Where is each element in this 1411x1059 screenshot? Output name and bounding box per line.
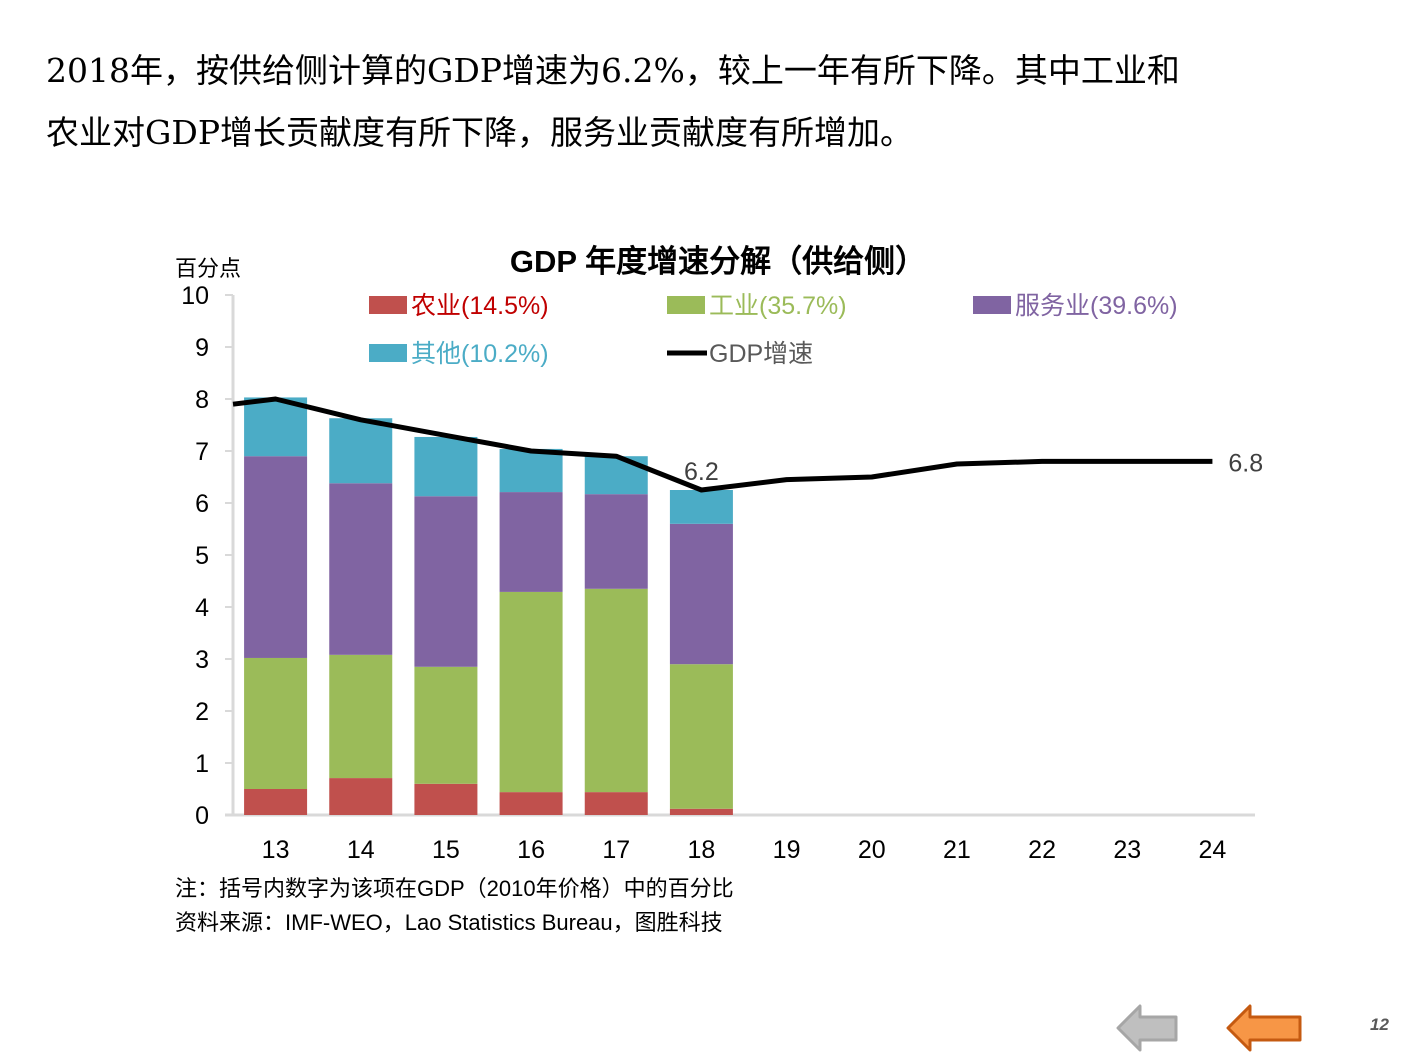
annotations: 6.2 6.8: [684, 449, 1263, 486]
bar-segment: [414, 496, 478, 667]
x-tick-label: 23: [1113, 836, 1141, 864]
legend-label: 服务业(39.6%): [1015, 292, 1178, 320]
bar-segment: [584, 588, 648, 793]
bar-segment: [329, 483, 393, 655]
source-text: 资料来源：IMF-WEO，Lao Statistics Bureau，图胜科技: [175, 910, 723, 935]
legend-swatch: [973, 296, 1011, 314]
bar-segment: [669, 664, 733, 809]
bar-segment: [329, 654, 393, 779]
x-tick-label: 18: [688, 836, 716, 864]
bar-segment: [669, 523, 733, 665]
chart-title: GDP 年度增速分解（供给侧）: [510, 244, 926, 279]
bar-segment: [244, 456, 308, 658]
data-label: 6.8: [1228, 449, 1263, 477]
legend-swatch: [667, 296, 705, 314]
note-text: 注：括号内数字为该项在GDP（2010年价格）中的百分比: [175, 876, 734, 901]
x-tick-label: 24: [1199, 836, 1227, 864]
bar-segment: [584, 456, 648, 495]
legend: 农业(14.5%) 工业(35.7%) 服务业(39.6%) 其他(10.2%) GDP…: [369, 292, 1178, 368]
legend-label: GDP增速: [709, 340, 813, 368]
bar-segment: [499, 591, 563, 793]
legend-label: 工业(35.7%): [709, 292, 847, 320]
bar-segment: [584, 494, 648, 589]
bar-segment: [499, 448, 563, 493]
bar-segment: [329, 778, 393, 815]
x-tick-label: 16: [517, 836, 545, 864]
x-tick-label: 17: [602, 836, 630, 864]
bar-segment: [669, 490, 733, 524]
x-tick-label: 14: [347, 836, 375, 864]
bar-segment: [414, 436, 478, 497]
bar-segment: [414, 783, 478, 815]
y-tick-label: 5: [195, 542, 209, 570]
y-tick-label: 4: [195, 594, 209, 622]
bar-segment: [584, 792, 648, 815]
y-tick-label: 8: [195, 386, 209, 414]
legend-swatch: [369, 296, 407, 314]
gdp-growth-line: [232, 396, 1213, 493]
page-number: 12: [1370, 1015, 1389, 1034]
data-label: 6.2: [684, 458, 719, 486]
legend-swatch: [369, 344, 407, 362]
legend-label: 其他(10.2%): [411, 340, 549, 368]
bar-segment: [244, 397, 308, 457]
bar-segment: [244, 657, 308, 789]
x-tick-label: 20: [858, 836, 886, 864]
x-tick-label: 13: [262, 836, 290, 864]
y-tick-label: 0: [195, 802, 209, 830]
x-tick-label: 22: [1028, 836, 1056, 864]
bar-segment: [499, 792, 563, 815]
bar-segment: [329, 418, 393, 484]
x-tick-label: 21: [943, 836, 971, 864]
bar-segment: [244, 789, 308, 815]
bar-segment: [669, 808, 733, 815]
x-tick-label: 15: [432, 836, 460, 864]
x-tick-label: 19: [773, 836, 801, 864]
chart-notes: 注：括号内数字为该项在GDP（2010年价格）中的百分比 资料来源：IMF-WE…: [175, 872, 734, 940]
bars: [244, 397, 733, 815]
y-tick-label: 1: [195, 750, 209, 778]
arrow-left-orange-icon: [1226, 1004, 1302, 1052]
y-tick-label: 3: [195, 646, 209, 674]
y-tick-label: 10: [181, 282, 209, 310]
bar-segment: [414, 666, 478, 784]
y-tick-label: 7: [195, 438, 209, 466]
prev-slide-button[interactable]: [1114, 1002, 1180, 1059]
headline-line-2: 农业对GDP增长贡献度有所下降，服务业贡献度有所增加。: [46, 113, 914, 152]
next-slide-button[interactable]: [1224, 1002, 1304, 1059]
headline-line-1: 2018年，按供给侧计算的GDP增速为6.2%，较上一年有所下降。其中工业和: [46, 51, 1180, 90]
y-axis-label: 百分点: [175, 256, 241, 281]
gdp-line-layer: [232, 396, 1213, 493]
headline: 2018年，按供给侧计算的GDP增速为6.2%，较上一年有所下降。其中工业和 农…: [46, 40, 1376, 164]
bar-segment: [499, 492, 563, 592]
arrow-left-gray-icon: [1116, 1004, 1178, 1052]
y-tick-label: 2: [195, 698, 209, 726]
y-tick-label: 9: [195, 334, 209, 362]
y-tick-label: 6: [195, 490, 209, 518]
legend-label: 农业(14.5%): [411, 292, 549, 320]
